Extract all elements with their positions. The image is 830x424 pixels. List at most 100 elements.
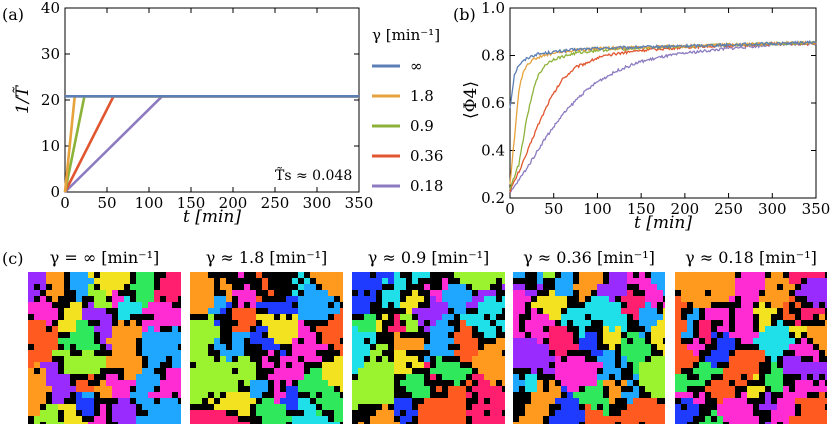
- snapshot-cell: [651, 374, 657, 380]
- snapshot-cell: [208, 416, 214, 422]
- snapshot-cell: [663, 320, 665, 326]
- snapshot-cell: [591, 368, 597, 374]
- snapshot-cell: [472, 362, 478, 368]
- snapshot-cell: [448, 368, 454, 374]
- snapshot-cell: [172, 416, 178, 422]
- snapshot-cell: [82, 392, 88, 398]
- snapshot-cell: [154, 296, 160, 302]
- snapshot-cell: [280, 386, 286, 392]
- snapshot-cell: [322, 326, 328, 332]
- snapshot-cell: [238, 338, 244, 344]
- snapshot-cell: [490, 350, 496, 356]
- snapshot-cell: [274, 392, 280, 398]
- snapshot-cell: [813, 416, 819, 422]
- snapshot-cell: [190, 272, 196, 278]
- snapshot-cell: [819, 362, 825, 368]
- snapshot-cell: [705, 362, 711, 368]
- snapshot-cell: [645, 338, 651, 344]
- snapshot-cell: [585, 326, 591, 332]
- snapshot-cell: [729, 344, 735, 350]
- snapshot-cell: [502, 356, 505, 362]
- snapshot-cell: [256, 326, 262, 332]
- snapshot-cell: [424, 302, 430, 308]
- snapshot-cell: [172, 380, 178, 386]
- snapshot-cell: [382, 314, 388, 320]
- snapshot-cell: [100, 362, 106, 368]
- snapshot-cell: [136, 350, 142, 356]
- snapshot-cell: [412, 290, 418, 296]
- snapshot-cell: [172, 350, 178, 356]
- snapshot-cell: [645, 308, 651, 314]
- snapshot-cell: [484, 302, 490, 308]
- snapshot-cell: [585, 314, 591, 320]
- snapshot-cell: [597, 392, 603, 398]
- snapshot-cell: [777, 356, 783, 362]
- snapshot-cell: [226, 326, 232, 332]
- snapshot-cell: [46, 380, 52, 386]
- snapshot-cell: [711, 338, 717, 344]
- snapshot-cell: [136, 344, 142, 350]
- snapshot-cell: [220, 338, 226, 344]
- snapshot-cell: [567, 392, 573, 398]
- snapshot-cell: [687, 344, 693, 350]
- snapshot-cell: [735, 290, 741, 296]
- snapshot-cell: [777, 404, 783, 410]
- snapshot-cell: [190, 392, 196, 398]
- snapshot-cell: [651, 272, 657, 278]
- snapshot-cell: [424, 392, 430, 398]
- snapshot-cell: [148, 314, 154, 320]
- snapshot-cell: [112, 392, 118, 398]
- snapshot-cell: [430, 380, 436, 386]
- snapshot-cell: [729, 272, 735, 278]
- snapshot-cell: [172, 362, 178, 368]
- snapshot-cell: [262, 314, 268, 320]
- snapshot-cell: [64, 308, 70, 314]
- snapshot-cell: [490, 398, 496, 404]
- ytick-label: 1.0: [481, 0, 505, 17]
- snapshot-cell: [40, 290, 46, 296]
- snapshot-cell: [543, 386, 549, 392]
- snapshot-cell: [202, 320, 208, 326]
- snapshot-cell: [106, 374, 112, 380]
- ytick-label: 0: [50, 183, 60, 201]
- snapshot-cell: [573, 278, 579, 284]
- snapshot-cell: [789, 392, 795, 398]
- snapshot-cell: [250, 410, 256, 416]
- snapshot-cell: [400, 422, 406, 424]
- snapshot-cell: [555, 356, 561, 362]
- snapshot-cell: [286, 392, 292, 398]
- snapshot-cell: [801, 362, 807, 368]
- snapshot-cell: [406, 404, 412, 410]
- snapshot-cell: [88, 362, 94, 368]
- snapshot-cell: [478, 284, 484, 290]
- snapshot-cell: [340, 320, 343, 326]
- snapshot-cell: [40, 362, 46, 368]
- snapshot-cell: [196, 320, 202, 326]
- snapshot-cell: [34, 422, 40, 424]
- snapshot-cell: [484, 296, 490, 302]
- snapshot-cell: [136, 332, 142, 338]
- snapshot-cell: [406, 356, 412, 362]
- snapshot-cell: [328, 410, 334, 416]
- snapshot-cell: [783, 398, 789, 404]
- snapshot-cell: [100, 272, 106, 278]
- snapshot-1: γ ≈ 1.8 [min⁻¹]: [190, 248, 343, 424]
- snapshot-cell: [124, 284, 130, 290]
- snapshot-cell: [172, 302, 178, 308]
- snapshot-cell: [597, 278, 603, 284]
- snapshot-cell: [442, 290, 448, 296]
- snapshot-cell: [472, 416, 478, 422]
- snapshot-cell: [771, 404, 777, 410]
- snapshot-cell: [741, 416, 747, 422]
- snapshot-cell: [304, 392, 310, 398]
- snapshot-cell: [651, 284, 657, 290]
- snapshot-cell: [795, 356, 801, 362]
- snapshot-cell: [741, 332, 747, 338]
- snapshot-cell: [639, 392, 645, 398]
- snapshot-cell: [627, 368, 633, 374]
- snapshot-cell: [136, 422, 142, 424]
- snapshot-cell: [543, 296, 549, 302]
- snapshot-cell: [214, 272, 220, 278]
- snapshot-cell: [771, 350, 777, 356]
- snapshot-cell: [639, 344, 645, 350]
